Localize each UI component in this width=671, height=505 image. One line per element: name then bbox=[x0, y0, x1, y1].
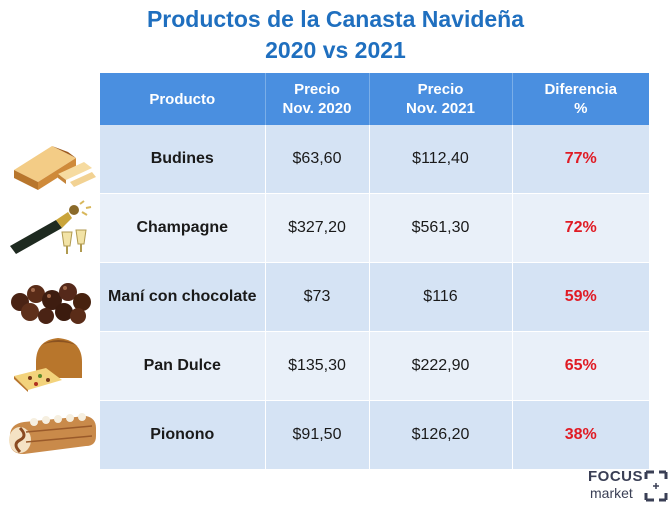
price-table: Producto Precio Nov. 2020 Precio Nov. 2021… bbox=[100, 73, 649, 470]
header-price-2021-line2: Nov. 2021 bbox=[406, 100, 475, 117]
logo-word-focus: FOCUS bbox=[588, 468, 643, 485]
product-cell: Champagne bbox=[100, 193, 266, 263]
price-2020-cell: $327,20 bbox=[265, 193, 370, 263]
product-cell: Pionono bbox=[100, 400, 266, 470]
table-row: Pionono $91,50 $126,20 38% bbox=[100, 400, 649, 470]
header-diff-line1: Diferencia bbox=[544, 81, 618, 98]
price-2021-cell: $112,40 bbox=[369, 125, 513, 194]
price-2020-cell: $91,50 bbox=[265, 400, 370, 470]
diff-cell: 38% bbox=[512, 400, 649, 470]
diff-cell: 72% bbox=[512, 193, 649, 263]
header-price-2021-line1: Precio bbox=[417, 81, 464, 98]
price-2020-cell: $63,60 bbox=[265, 125, 370, 194]
logo-bracket-icon bbox=[644, 470, 668, 502]
pionono-image bbox=[9, 413, 96, 454]
product-cell: Maní con chocolate bbox=[100, 262, 266, 332]
header-product: Producto bbox=[100, 73, 266, 125]
table-row: Maní con chocolate $73 $116 59% bbox=[100, 262, 649, 332]
table-row: Budines $63,60 $112,40 77% bbox=[100, 125, 649, 194]
price-2021-cell: $126,20 bbox=[369, 400, 513, 470]
mani-chocolate-image bbox=[11, 283, 91, 324]
header-price-2020-line2: Nov. 2020 bbox=[282, 100, 352, 117]
price-2021-cell: $222,90 bbox=[369, 331, 513, 401]
header-price-2020: Precio Nov. 2020 bbox=[265, 73, 370, 125]
diff-cell: 77% bbox=[512, 125, 649, 194]
title-line-2: 2020 vs 2021 bbox=[265, 37, 406, 63]
header-price-2020-line1: Precio bbox=[294, 81, 340, 98]
header-diff: Diferencia% bbox=[512, 73, 649, 125]
focus-market-logo: FOCUS market bbox=[588, 468, 668, 504]
table-row: Champagne $327,20 $561,30 72% bbox=[100, 193, 649, 263]
title-line-1: Productos de la Canasta Navideña bbox=[146, 6, 525, 32]
budin-image bbox=[14, 146, 96, 190]
diff-cell: 65% bbox=[512, 331, 649, 401]
header-diff-line2: % bbox=[574, 100, 588, 117]
table-row: Pan Dulce $135,30 $222,90 65% bbox=[100, 331, 649, 401]
pan-dulce-image bbox=[14, 338, 82, 392]
product-cell: Pan Dulce bbox=[100, 331, 266, 401]
header-row: Producto Precio Nov. 2020 Precio Nov. 2021… bbox=[100, 73, 649, 125]
price-2021-cell: $116 bbox=[369, 262, 513, 332]
product-cell: Budines bbox=[100, 125, 266, 194]
header-product-label: Producto bbox=[149, 90, 216, 108]
price-2021-cell: $561,30 bbox=[369, 193, 513, 263]
champagne-image bbox=[10, 200, 92, 254]
price-2020-cell: $73 bbox=[265, 262, 370, 332]
diff-cell: 59% bbox=[512, 262, 649, 332]
logo-word-market: market bbox=[590, 485, 633, 501]
price-2020-cell: $135,30 bbox=[265, 331, 370, 401]
header-price-2021: Precio Nov. 2021 bbox=[369, 73, 513, 125]
